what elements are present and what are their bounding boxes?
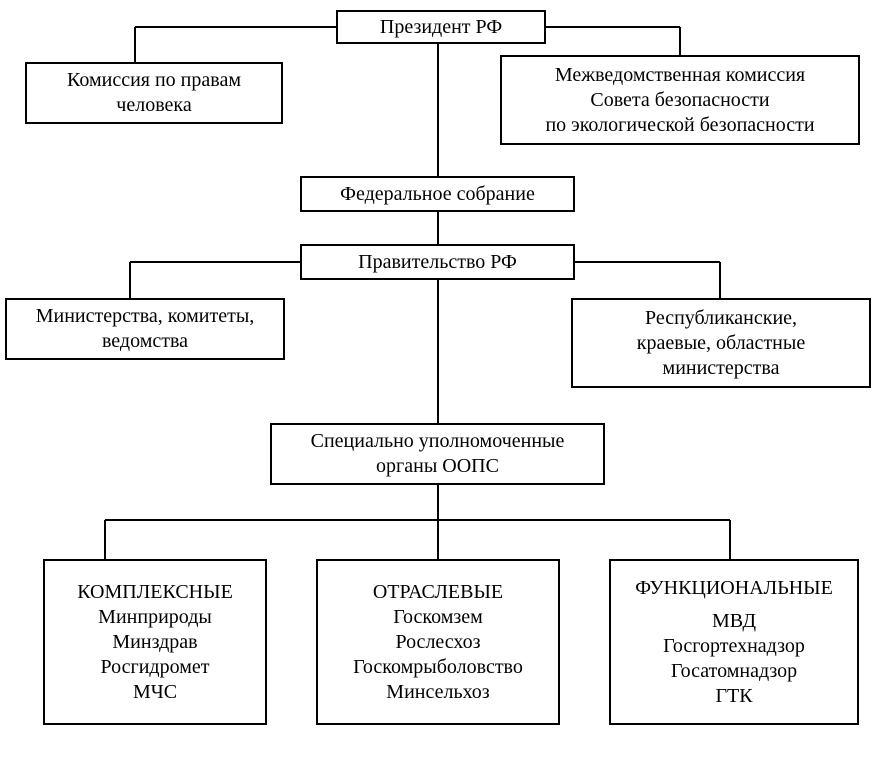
node-line: Госкомзем xyxy=(393,605,483,630)
node-line: Комиссия по правам xyxy=(67,68,241,93)
node-line: ОТРАСЛЕВЫЕ xyxy=(373,580,503,605)
node-line: МЧС xyxy=(133,680,177,705)
node-functional: ФУНКЦИОНАЛЬНЫЕ МВД Госгортехнадзор Госат… xyxy=(609,559,859,725)
node-regional: Республиканские, краевые, областные мини… xyxy=(571,298,871,388)
node-line: ФУНКЦИОНАЛЬНЫЕ xyxy=(635,576,833,601)
node-interdept: Межведомственная комиссия Совета безопас… xyxy=(500,55,860,145)
node-line: Федеральное собрание xyxy=(340,182,535,207)
node-line: органы ООПС xyxy=(376,454,499,479)
node-line: Республиканские, xyxy=(645,306,797,331)
node-complex: КОМПЛЕКСНЫЕ Минприроды Минздрав Росгидро… xyxy=(43,559,267,725)
node-line: КОМПЛЕКСНЫЕ xyxy=(77,580,233,605)
node-line: ведомства xyxy=(102,329,188,354)
node-line: Госкомрыболовство xyxy=(353,655,523,680)
node-line: Совета безопасности xyxy=(590,88,769,113)
node-industry: ОТРАСЛЕВЫЕ Госкомзем Рослесхоз Госкомрыб… xyxy=(316,559,560,725)
node-line: Минсельхоз xyxy=(386,680,489,705)
node-line: Специально уполномоченные xyxy=(311,429,565,454)
node-special: Специально уполномоченные органы ООПС xyxy=(270,423,605,485)
node-line: Минздрав xyxy=(112,630,197,655)
node-line: Минприроды xyxy=(98,605,212,630)
node-line: Рослесхоз xyxy=(395,630,480,655)
node-line: Росгидромет xyxy=(101,655,210,680)
node-line: человека xyxy=(116,93,191,118)
node-fed-assembly: Федеральное собрание xyxy=(300,176,575,212)
node-line: МВД xyxy=(712,609,756,634)
node-line: ГТК xyxy=(715,684,752,709)
node-line: Министерства, комитеты, xyxy=(36,304,255,329)
node-line: по экологической безопасности xyxy=(545,113,814,138)
node-line: Межведомственная комиссия xyxy=(555,63,805,88)
node-line: Госгортехнадзор xyxy=(663,634,805,659)
node-line: Правительство РФ xyxy=(358,250,517,275)
node-line: Госатомнадзор xyxy=(671,659,797,684)
node-line: министерства xyxy=(663,356,780,381)
node-line: краевые, областные xyxy=(637,331,805,356)
node-government: Правительство РФ xyxy=(300,244,575,280)
node-ministries: Министерства, комитеты, ведомства xyxy=(5,298,285,360)
node-line: Президент РФ xyxy=(380,15,502,40)
node-president: Президент РФ xyxy=(336,10,546,44)
node-human-rights: Комиссия по правам человека xyxy=(25,62,283,124)
